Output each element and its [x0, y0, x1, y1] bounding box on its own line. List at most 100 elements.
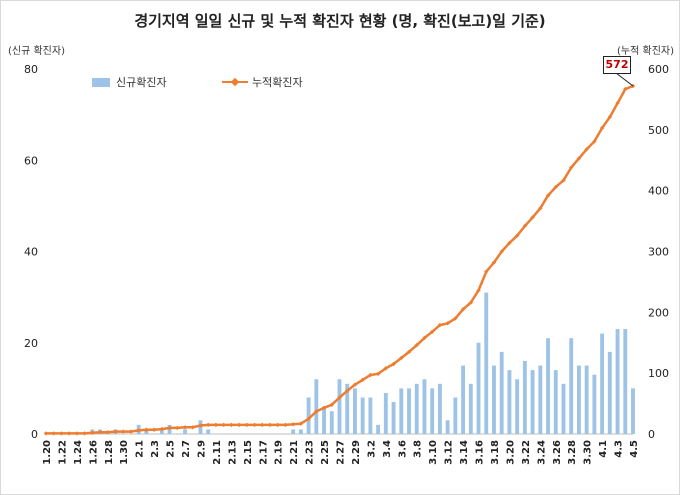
bar-new-cases — [584, 365, 589, 434]
bar-new-cases — [159, 429, 164, 434]
bar-new-cases — [360, 397, 365, 434]
x-tick-label: 2.19 — [274, 440, 285, 465]
bar-new-cases — [183, 429, 187, 434]
point-cumulative — [260, 422, 265, 428]
y-right-tick-label: 600 — [648, 63, 669, 76]
x-tick-label: 2.15 — [243, 440, 254, 465]
x-tick-label: 4.1 — [598, 440, 609, 458]
point-cumulative — [615, 100, 620, 106]
point-cumulative — [244, 422, 250, 428]
point-cumulative — [252, 422, 257, 428]
y-right-tick-label: 100 — [648, 367, 669, 380]
point-cumulative — [368, 372, 373, 378]
chart-title: 경기지역 일일 신규 및 누적 확진자 현황 (명, 확진(보고)일 기준) — [134, 12, 546, 30]
bar-new-cases — [314, 379, 319, 434]
bar-new-cases — [492, 365, 496, 434]
x-tick-label: 3.6 — [397, 440, 408, 458]
point-cumulative — [460, 307, 466, 312]
bar-new-cases — [569, 338, 574, 434]
point-cumulative — [399, 355, 404, 361]
y-left-tick-label: 0 — [31, 428, 38, 441]
y-right-axis-label: (누적 확진자) — [617, 46, 674, 57]
point-cumulative — [198, 423, 203, 428]
point-cumulative — [51, 431, 56, 436]
x-tick-label: 1.24 — [73, 440, 84, 465]
x-tick-label: 4.5 — [629, 440, 640, 458]
point-cumulative — [283, 422, 288, 428]
x-tick-label: 1.28 — [104, 440, 115, 465]
y-right-tick-label: 300 — [648, 246, 669, 259]
point-cumulative — [476, 288, 481, 293]
bar-new-cases — [546, 338, 550, 434]
bar-new-cases — [329, 411, 334, 434]
bar-new-cases — [461, 365, 466, 434]
point-cumulative — [144, 427, 149, 432]
bar-new-cases — [353, 388, 357, 434]
point-cumulative — [538, 206, 543, 211]
x-tick-label: 3.26 — [552, 440, 563, 465]
x-tick-label: 1.22 — [57, 440, 68, 465]
point-cumulative — [599, 125, 605, 131]
bar-new-cases — [337, 379, 342, 434]
bar-new-cases — [468, 383, 473, 434]
legend-label-new-cases: 신규확진자 — [116, 76, 167, 89]
point-cumulative — [82, 431, 87, 436]
bar-new-cases — [407, 388, 411, 434]
bar-new-cases — [561, 383, 566, 434]
point-cumulative — [43, 431, 49, 436]
point-cumulative — [383, 366, 389, 371]
callout-leader-line — [615, 72, 634, 87]
y-right-tick-label: 500 — [648, 124, 669, 137]
x-tick-label: 3.18 — [490, 440, 501, 465]
point-cumulative — [113, 429, 118, 434]
point-cumulative — [306, 416, 311, 421]
point-cumulative — [391, 361, 396, 367]
x-tick-label: 2.1 — [135, 440, 146, 458]
x-tick-label: 3.28 — [567, 440, 578, 465]
bar-new-cases — [522, 361, 527, 434]
point-cumulative — [175, 425, 180, 431]
point-cumulative — [514, 233, 520, 238]
bar-new-cases — [368, 397, 373, 434]
point-cumulative — [190, 425, 195, 430]
point-cumulative — [569, 165, 574, 170]
point-cumulative — [375, 371, 381, 376]
point-cumulative — [221, 422, 226, 428]
y-right-tick-label: 400 — [648, 185, 669, 198]
legend-swatch-line — [222, 77, 248, 87]
x-tick-label: 2.13 — [227, 440, 238, 465]
y-left-axis-label: (신규 확진자) — [8, 46, 65, 57]
point-cumulative — [337, 395, 342, 400]
x-tick-label: 1.26 — [88, 440, 99, 465]
point-cumulative — [553, 184, 558, 190]
x-tick-label: 1.30 — [119, 440, 130, 465]
bar-new-cases — [430, 388, 435, 434]
x-tick-label: 2.27 — [336, 440, 347, 465]
point-cumulative — [267, 422, 273, 428]
bar-new-cases — [306, 397, 311, 434]
bar-new-cases — [484, 292, 489, 434]
point-cumulative — [352, 382, 358, 387]
x-tick-label: 3.30 — [583, 440, 594, 465]
point-cumulative — [491, 260, 497, 265]
y-right-tick-label: 0 — [648, 428, 655, 441]
point-cumulative — [290, 422, 296, 427]
bar-new-cases — [345, 383, 350, 434]
bar-new-cases — [507, 370, 512, 434]
x-tick-label: 3.12 — [444, 440, 455, 465]
x-tick-label: 3.20 — [505, 440, 516, 465]
x-tick-label: 1.20 — [42, 440, 53, 465]
x-tick-label: 3.16 — [475, 440, 486, 465]
point-cumulative — [205, 422, 211, 428]
point-cumulative — [406, 349, 412, 355]
x-tick-label: 3.8 — [413, 440, 424, 458]
point-cumulative — [128, 429, 134, 434]
point-cumulative — [453, 316, 458, 321]
point-cumulative — [607, 114, 613, 120]
point-cumulative — [121, 429, 126, 434]
bar-new-cases — [445, 420, 450, 434]
point-cumulative — [167, 425, 172, 431]
legend-swatch-bar — [92, 77, 110, 87]
bar-new-cases — [553, 370, 558, 434]
